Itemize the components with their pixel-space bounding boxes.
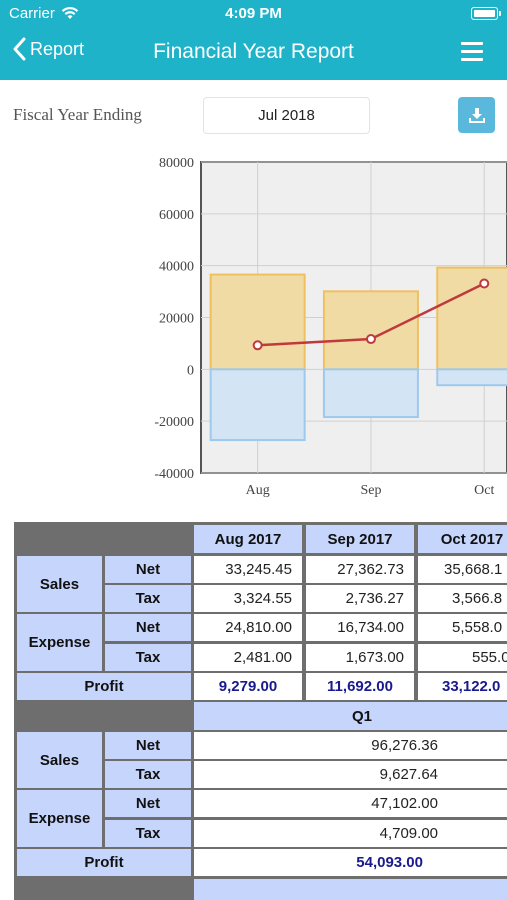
y-tick-label: 0 xyxy=(187,363,194,378)
y-tick-label: -40000 xyxy=(154,467,194,482)
page-title: Financial Year Report xyxy=(153,40,354,63)
y-tick-label: 40000 xyxy=(159,260,194,275)
quarter-header: Q1 xyxy=(194,702,507,730)
table-cell: 1,673.00 xyxy=(306,644,414,671)
table-cell: 33,245.45 xyxy=(194,556,302,583)
navigation-bar: Report Financial Year Report xyxy=(0,28,507,80)
financial-chart: 80000 60000 40000 20000 0 -20000 -40000 Aug Sep… xyxy=(154,156,507,498)
profit-cell: 11,692.00 xyxy=(306,673,414,700)
wifi-icon xyxy=(61,7,79,19)
table-cell: 3,566.8 xyxy=(418,585,507,612)
battery-icon xyxy=(471,7,501,20)
table-cell: 2,736.27 xyxy=(306,585,414,612)
back-button[interactable]: Report xyxy=(12,37,84,61)
sales-tax-label: Tax xyxy=(105,585,191,612)
profit-label: Profit xyxy=(17,673,191,700)
back-button-label: Report xyxy=(30,38,85,59)
x-tick-label: Sep xyxy=(360,483,381,498)
quarter-cell: 96,276.36 xyxy=(194,732,507,759)
quarter-cell: 9,627.64 xyxy=(194,761,507,788)
next-quarter-header xyxy=(194,879,507,900)
quarter-sales-tax-label: Tax xyxy=(105,761,191,788)
table-cell: 3,324.55 xyxy=(194,585,302,612)
profit-point xyxy=(252,340,263,351)
profit-cell: 9,279.00 xyxy=(194,673,302,700)
fiscal-year-label: Fiscal Year Ending xyxy=(13,105,142,124)
quarter-sales-group-label: Sales xyxy=(17,732,102,788)
profit-point xyxy=(365,334,376,345)
profit-point xyxy=(479,278,490,289)
table-cell: 2,481.00 xyxy=(194,644,302,671)
quarter-expense-net-label: Net xyxy=(105,790,191,817)
x-tick-label: Aug xyxy=(246,483,270,498)
fiscal-year-selector[interactable]: Jul 2018 xyxy=(203,97,370,134)
hamburger-menu-icon[interactable] xyxy=(461,42,483,62)
table-cell: 555.0 xyxy=(418,644,507,671)
x-tick-label: Oct xyxy=(474,483,494,498)
quarter-expense-group-label: Expense xyxy=(17,790,102,847)
chart-bar xyxy=(436,368,507,387)
table-cell: 24,810.00 xyxy=(194,614,302,641)
profit-cell: 33,122.0 xyxy=(418,673,507,700)
quarter-profit-cell: 54,093.00 xyxy=(194,849,507,876)
table-cell: 35,668.1 xyxy=(418,556,507,583)
quarter-cell: 4,709.00 xyxy=(194,820,507,847)
carrier-indicator: Carrier xyxy=(9,5,79,22)
y-tick-label: 20000 xyxy=(159,312,194,327)
download-button[interactable] xyxy=(458,97,495,133)
column-header-month: Sep 2017 xyxy=(306,525,414,553)
quarter-sales-net-label: Net xyxy=(105,732,191,759)
chart-bar xyxy=(322,368,419,419)
expense-net-label: Net xyxy=(105,614,191,641)
chart-bar xyxy=(209,273,306,371)
quarter-expense-tax-label: Tax xyxy=(105,820,191,847)
carrier-label: Carrier xyxy=(9,5,55,22)
chevron-left-icon xyxy=(13,37,26,61)
sales-group-label: Sales xyxy=(17,556,102,612)
column-header-month: Oct 2017 xyxy=(418,525,507,553)
chart-bar xyxy=(209,368,306,442)
quarter-profit-label: Profit xyxy=(17,849,191,876)
table-cell: 5,558.0 xyxy=(418,614,507,641)
expense-group-label: Expense xyxy=(17,614,102,671)
table-cell: 16,734.00 xyxy=(306,614,414,641)
y-tick-label: -20000 xyxy=(154,415,194,430)
report-tables: Aug 2017 Sep 2017 Oct 2017 Sales Net Tax… xyxy=(14,522,507,900)
status-bar: Carrier 4:09 PM xyxy=(0,0,507,28)
chart-bar xyxy=(322,290,419,371)
top-bar: Carrier 4:09 PM Report Financial Year Re… xyxy=(0,0,507,80)
expense-tax-label: Tax xyxy=(105,644,191,671)
chart-bar xyxy=(436,266,507,371)
y-tick-label: 80000 xyxy=(159,156,194,171)
sales-net-label: Net xyxy=(105,556,191,583)
quarter-cell: 47,102.00 xyxy=(194,790,507,817)
column-header-month: Aug 2017 xyxy=(194,525,302,553)
download-icon xyxy=(468,108,485,123)
table-cell: 27,362.73 xyxy=(306,556,414,583)
status-time: 4:09 PM xyxy=(225,5,282,22)
y-tick-label: 60000 xyxy=(159,208,194,223)
